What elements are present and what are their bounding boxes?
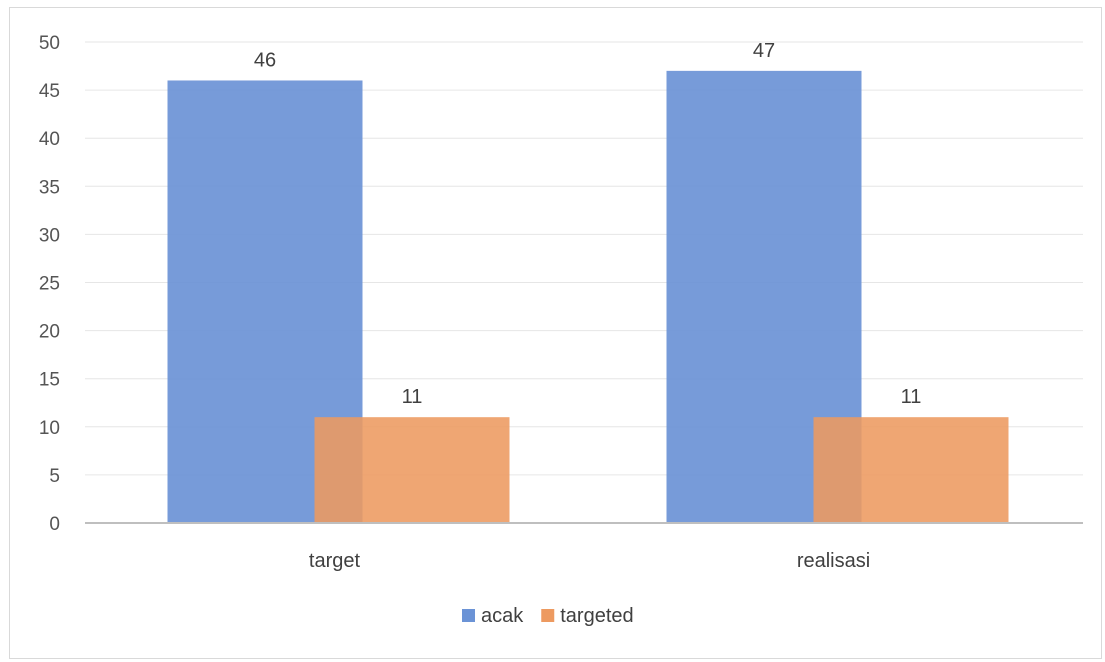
legend-label-acak: acak [481,605,524,627]
y-axis-ticks: 0 5 10 15 20 25 30 35 40 45 50 [39,33,60,535]
y-tick-label: 45 [39,81,60,102]
data-label-targeted-realisasi: 11 [901,386,922,408]
y-tick-label: 15 [39,370,60,391]
legend-label-targeted: targeted [560,605,633,627]
legend-swatch-targeted [541,609,555,622]
y-tick-label: 50 [39,33,60,54]
legend-swatch-acak [462,609,475,622]
y-tick-label: 40 [39,129,60,150]
data-label-acak-target: 46 [254,49,276,71]
x-axis: target realisasi [85,522,1083,572]
y-tick-label: 0 [49,514,60,535]
bar-targeted-realisasi [813,417,1009,523]
data-labels: 46 11 47 11 [254,40,922,408]
data-label-acak-realisasi: 47 [753,40,775,62]
y-tick-label: 20 [39,322,60,343]
y-tick-label: 10 [39,418,60,439]
bars [167,70,1009,524]
x-tick-label: realisasi [797,550,870,572]
legend: acak targeted [462,605,634,627]
y-tick-label: 5 [49,466,60,487]
y-tick-label: 25 [39,274,60,295]
x-tick-label: target [309,550,361,572]
bar-targeted-target [314,417,510,523]
data-label-targeted-target: 11 [402,386,423,408]
y-tick-label: 35 [39,177,60,198]
y-tick-label: 30 [39,225,60,246]
